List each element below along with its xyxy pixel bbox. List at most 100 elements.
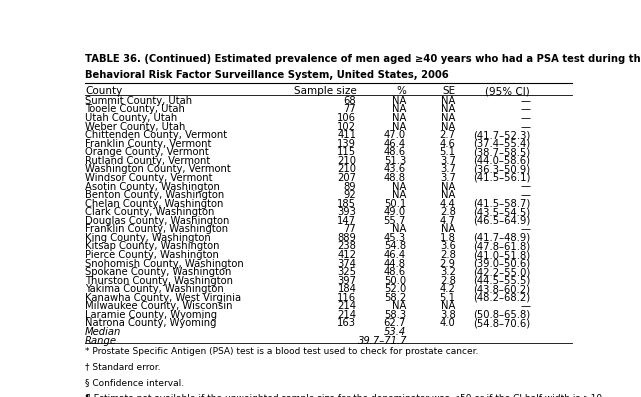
Text: 48.8: 48.8 [384,173,406,183]
Text: —: — [520,224,530,234]
Text: 77: 77 [344,104,356,114]
Text: NA: NA [441,224,456,234]
Text: (43.8–60.2): (43.8–60.2) [473,284,530,294]
Text: (48.2–68.2): (48.2–68.2) [473,293,530,303]
Text: SE: SE [442,87,456,96]
Text: NA: NA [392,224,406,234]
Text: (41.0–51.8): (41.0–51.8) [473,250,530,260]
Text: Franklin County, Vermont: Franklin County, Vermont [85,139,212,149]
Text: —: — [520,301,530,311]
Text: (41.5–58.7): (41.5–58.7) [473,198,530,209]
Text: 62.7: 62.7 [383,318,406,328]
Text: (37.4–55.4): (37.4–55.4) [473,139,530,149]
Text: (44.5–55.5): (44.5–55.5) [473,276,530,286]
Text: (41.5–56.1): (41.5–56.1) [473,173,530,183]
Text: 47.0: 47.0 [384,130,406,140]
Text: (41.7–52.3): (41.7–52.3) [473,130,530,140]
Text: 55.7: 55.7 [383,216,406,226]
Text: Clark County, Washington: Clark County, Washington [85,207,215,217]
Text: 115: 115 [337,147,356,157]
Text: 4.0: 4.0 [440,318,456,328]
Text: 210: 210 [337,156,356,166]
Text: 3.7: 3.7 [440,164,456,174]
Text: Yakima County, Washington: Yakima County, Washington [85,284,224,294]
Text: 77: 77 [344,224,356,234]
Text: 52.0: 52.0 [384,284,406,294]
Text: 46.4: 46.4 [384,139,406,149]
Text: Behavioral Risk Factor Surveillance System, United States, 2006: Behavioral Risk Factor Surveillance Syst… [85,70,449,80]
Text: (43.5–54.5): (43.5–54.5) [473,207,530,217]
Text: 374: 374 [337,258,356,268]
Text: 325: 325 [337,267,356,277]
Text: 2.7: 2.7 [440,130,456,140]
Text: (50.8–65.8): (50.8–65.8) [473,310,530,320]
Text: 4.4: 4.4 [440,198,456,209]
Text: NA: NA [392,113,406,123]
Text: NA: NA [392,96,406,106]
Text: 49.0: 49.0 [384,207,406,217]
Text: * Prostate Specific Antigen (PSA) test is a blood test used to check for prostat: * Prostate Specific Antigen (PSA) test i… [85,347,478,356]
Text: 207: 207 [337,173,356,183]
Text: 46.4: 46.4 [384,250,406,260]
Text: 58.3: 58.3 [384,310,406,320]
Text: 3.7: 3.7 [440,173,456,183]
Text: 411: 411 [337,130,356,140]
Text: 106: 106 [337,113,356,123]
Text: 2.9: 2.9 [440,258,456,268]
Text: NA: NA [392,121,406,132]
Text: 54.8: 54.8 [384,241,406,251]
Text: Natrona County, Wyoming: Natrona County, Wyoming [85,318,217,328]
Text: (36.3–50.9): (36.3–50.9) [473,164,530,174]
Text: 163: 163 [337,318,356,328]
Text: 889: 889 [337,233,356,243]
Text: 53.4: 53.4 [384,327,406,337]
Text: NA: NA [441,121,456,132]
Text: 3.8: 3.8 [440,310,456,320]
Text: NA: NA [441,104,456,114]
Text: King County, Washington: King County, Washington [85,233,211,243]
Text: 50.0: 50.0 [384,276,406,286]
Text: (46.5–64.9): (46.5–64.9) [473,216,530,226]
Text: 4.6: 4.6 [440,139,456,149]
Text: NA: NA [441,190,456,200]
Text: 3.2: 3.2 [440,267,456,277]
Text: TABLE 36. (Continued) Estimated prevalence of men aged ≥40 years who had a PSA t: TABLE 36. (Continued) Estimated prevalen… [85,54,641,64]
Text: ¶ Estimate not available if the unweighted sample size for the denominator was <: ¶ Estimate not available if the unweight… [85,394,605,397]
Text: Benton County, Washington: Benton County, Washington [85,190,224,200]
Text: (44.0–58.6): (44.0–58.6) [473,156,530,166]
Text: 5.1: 5.1 [440,293,456,303]
Text: 4.2: 4.2 [440,284,456,294]
Text: NA: NA [392,301,406,311]
Text: Weber County, Utah: Weber County, Utah [85,121,185,132]
Text: 48.6: 48.6 [384,267,406,277]
Text: 2.8: 2.8 [440,207,456,217]
Text: 238: 238 [337,241,356,251]
Text: Washington County, Vermont: Washington County, Vermont [85,164,231,174]
Text: (41.7–48.9): (41.7–48.9) [473,233,530,243]
Text: Utah County, Utah: Utah County, Utah [85,113,178,123]
Text: 4.7: 4.7 [440,216,456,226]
Text: 45.3: 45.3 [384,233,406,243]
Text: Franklin County, Washington: Franklin County, Washington [85,224,228,234]
Text: 92: 92 [344,190,356,200]
Text: 2.8: 2.8 [440,276,456,286]
Text: Tooele County, Utah: Tooele County, Utah [85,104,185,114]
Text: (42.2–55.0): (42.2–55.0) [473,267,530,277]
Text: NA: NA [392,181,406,191]
Text: Asotin County, Washington: Asotin County, Washington [85,181,220,191]
Text: —: — [520,121,530,132]
Text: 393: 393 [337,207,356,217]
Text: Pierce County, Washington: Pierce County, Washington [85,250,219,260]
Text: Thurston County, Washington: Thurston County, Washington [85,276,233,286]
Text: (39.0–50.6): (39.0–50.6) [473,258,530,268]
Text: —: — [520,104,530,114]
Text: Range: Range [85,335,117,346]
Text: § Confidence interval.: § Confidence interval. [85,378,184,387]
Text: 51.3: 51.3 [384,156,406,166]
Text: NA: NA [392,190,406,200]
Text: NA: NA [392,104,406,114]
Text: 210: 210 [337,164,356,174]
Text: 5.1: 5.1 [440,147,456,157]
Text: 50.1: 50.1 [384,198,406,209]
Text: 58.2: 58.2 [384,293,406,303]
